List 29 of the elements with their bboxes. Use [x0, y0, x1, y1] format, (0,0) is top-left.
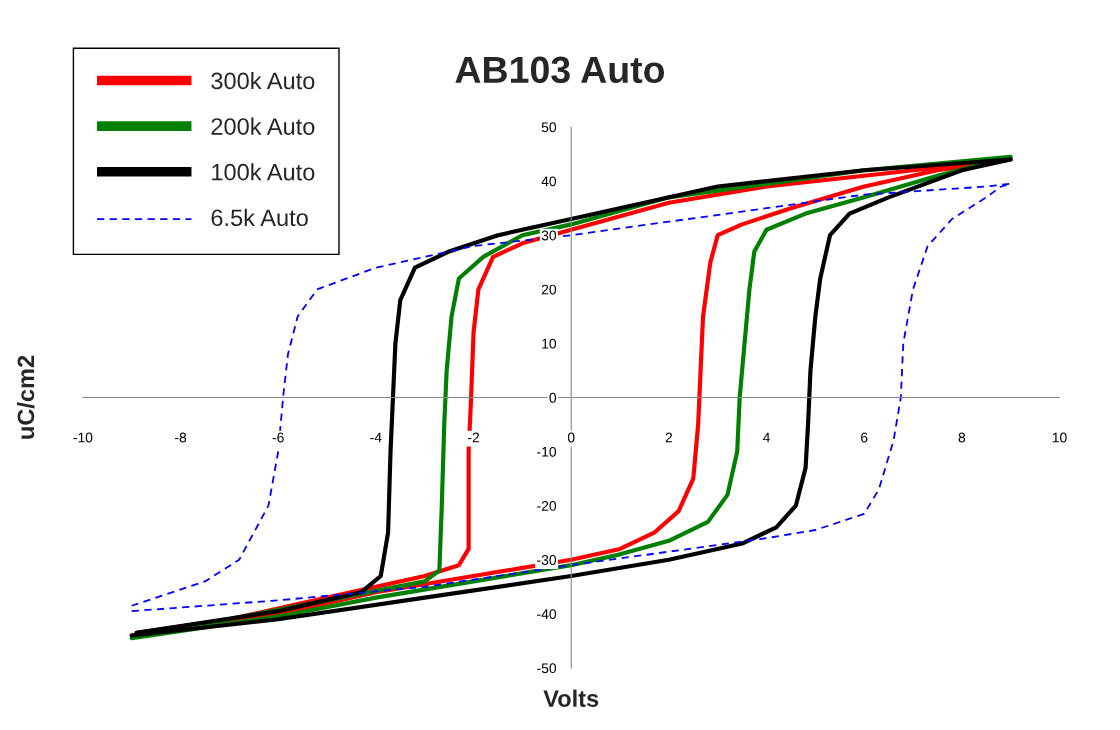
x-tick-label: 4 [762, 432, 770, 443]
y-tick-label: 40 [541, 176, 557, 187]
y-tick-label: 10 [542, 338, 557, 349]
legend-label: 6.5k Auto [211, 208, 308, 227]
x-tick-label: 8 [958, 432, 966, 443]
y-tick-label: 50 [541, 122, 557, 133]
x-tick-label: 6 [861, 432, 868, 443]
y-tick-label: 0 [549, 392, 557, 403]
legend-label: 200k Auto [211, 117, 315, 135]
y-tick-label: -40 [537, 609, 557, 620]
y-tick-label: 20 [541, 284, 557, 295]
y-tick-label: -30 [537, 555, 557, 565]
legend-label: 300k Auto [211, 71, 315, 90]
y-tick-label: -10 [537, 446, 557, 457]
x-tick-label: -10 [73, 432, 93, 443]
x-tick-label: 0 [567, 432, 575, 443]
chart-title: AB103 Auto [455, 56, 665, 84]
legend-label: 100k Auto [212, 163, 315, 181]
x-tick-label: -4 [370, 432, 382, 443]
y-tick-label: 30 [541, 230, 557, 241]
x-tick-label: -8 [174, 432, 187, 443]
x-axis-title: Volts [543, 689, 599, 707]
x-tick-label: -2 [467, 432, 480, 443]
x-tick-label: 10 [1052, 432, 1067, 443]
x-tick-label: -6 [272, 432, 284, 443]
y-tick-label: -20 [537, 501, 557, 511]
y-tick-label: -50 [537, 663, 557, 674]
y-axis-title: uC/cm2 [16, 355, 35, 439]
x-tick-label: 2 [665, 432, 673, 443]
